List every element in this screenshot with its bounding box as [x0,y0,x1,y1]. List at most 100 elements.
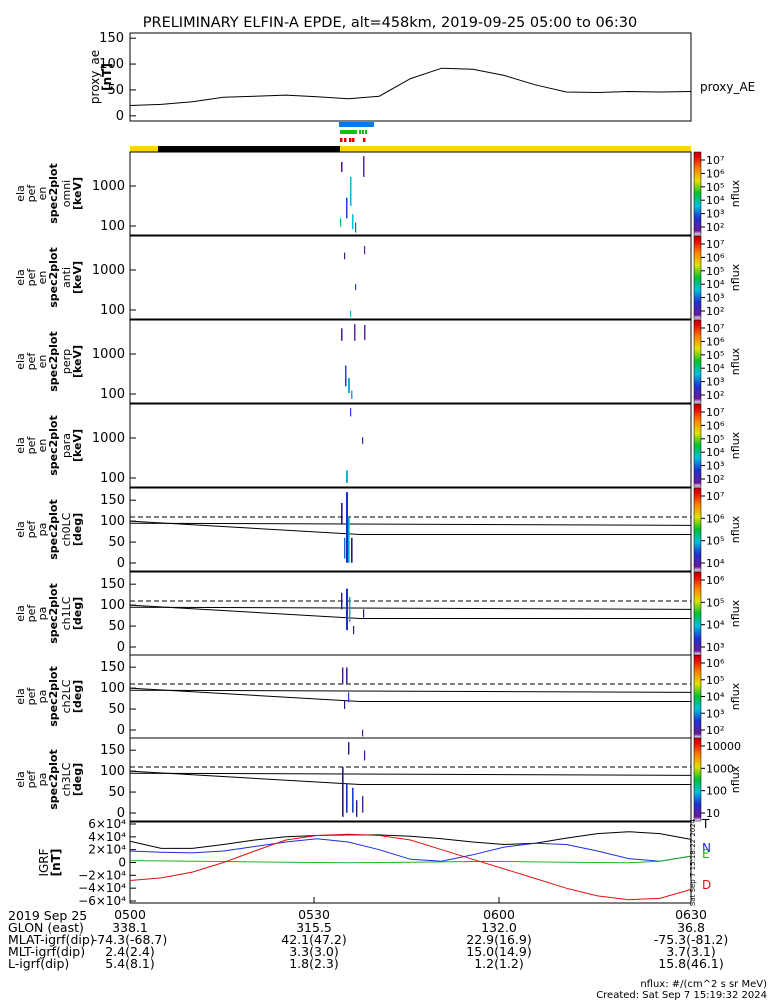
flux-mark [342,767,344,817]
colorbar-tick-label: 100 [706,785,727,798]
panel-ylabel-line: spec2plot [47,749,60,810]
colorbar-tick-label: 10³ [706,208,724,221]
colorbar [693,235,702,320]
pitch-ytick-label: 100 [100,598,125,613]
colorbar-tick-label: 10³ [706,707,724,720]
colorbar-tick-label: 10⁴ [706,619,725,632]
science-zone-tick-red [340,138,343,142]
colorbar-tick-label: 10⁴ [706,362,725,375]
igrf-ytick-label: 0 [118,856,126,870]
solid-reference-line [129,689,692,693]
flux-mark [353,625,355,635]
colorbar-tick-label: 10³ [706,376,724,389]
colorbar-tick-label: 10⁵ [706,181,724,194]
colorbar-label: nflux [729,431,742,459]
colorbar-tick-label: 10⁴ [706,278,725,291]
science-zone-tick-green [362,130,364,134]
igrf-legend-N: N [702,841,711,855]
panel-ylabel-line: ch1LC [60,596,73,630]
pitch-ytick-label: 100 [100,681,125,696]
flux-mark [346,783,348,813]
flux-mark [355,222,357,233]
panel-ylabel-line: ela [14,605,27,622]
panel-ylabel-line: pef [25,268,38,287]
ae-ylabel-line: [nT] [100,63,114,91]
ephemeris-row-label: MLT-igrf(dip) [8,944,85,959]
flux-mark [346,470,348,483]
panel-ylabel-line: ch0LC [60,512,73,546]
colorbar-tick-label: 10000 [706,740,741,753]
panel-ylabel-line: perp [60,349,73,374]
panel-ylabel-line: ch3LC [60,762,73,796]
energy-ytick-label: 100 [100,219,125,234]
energy-ytick-label: 100 [100,471,125,486]
panel-ylabel-line: spec2plot [47,415,60,476]
ae-ylabel: proxy_ae[nT] [88,50,114,104]
pitch-ytick-label: 0 [117,806,125,821]
panel-ylabel-line: pef [25,184,38,203]
ephemeris-row-label: L-igrf(dip) [8,956,69,971]
colorbar [693,487,702,572]
colorbar-tick-label: 10² [706,724,724,737]
colorbar-tick-label: 10⁶ [706,512,725,525]
colorbar-label: nflux [729,682,742,710]
panel-ylabel-line: ela [14,688,27,705]
flux-mark [364,324,366,340]
science-zone-bar-green [340,130,357,134]
panel-ylabel-line: spec2plot [47,666,60,727]
flux-mark [364,750,366,761]
energy-ytick-label: 1000 [92,431,125,446]
colorbar-tick-label: 10³ [706,292,724,305]
sloped-reference-line [129,770,361,786]
igrf-ytick-label: −4×10⁴ [78,881,126,895]
time-tick-label: 0600 [483,907,515,922]
flux-mark [362,796,364,813]
igrf-ytick-label: −2×10⁴ [78,868,126,882]
flux-mark [354,324,356,341]
pitch-ytick-label: 150 [100,743,125,758]
energy-ytick-label: 1000 [92,263,125,278]
panel-ylabel-line: pef [25,436,38,455]
panel-ylabel-line: pa [36,523,49,537]
pitch-ytick-label: 150 [100,660,125,675]
energy-panel-frame [129,319,692,404]
pitch-ytick-label: 100 [100,514,125,529]
panel-ylabel-line: pef [25,352,38,371]
colorbar-tick-label: 10⁶ [706,251,725,264]
ae-legend-label: proxy_AE [700,80,755,94]
flux-mark [346,492,348,563]
science-zone-tick-red [363,138,366,142]
colorbar-tick-label: 10² [706,221,724,234]
pitch-ytick-label: 0 [117,723,125,738]
colorbar-tick-label: 10⁷ [706,322,724,335]
colorbar-tick-label: 10⁴ [706,446,725,459]
colorbar-tick-label: 10⁵ [706,596,724,609]
energy-panel-frame [129,403,692,488]
flux-mark [348,378,350,394]
ephemeris-value: 315.5 [296,920,332,935]
flux-mark [356,800,358,817]
panel-ylabel-line: ela [14,521,27,538]
colorbar-tick-label: 10 [706,807,720,820]
igrf-ytick-label: 2×10⁴ [88,843,126,857]
flux-mark [350,310,352,318]
pitch-ytick-label: 150 [100,577,125,592]
flux-mark [363,609,365,618]
panel-ylabel-line: en [36,271,49,285]
ephemeris-value: 42.1(47.2) [281,932,346,947]
ae-frame [129,32,692,122]
flux-mark [348,517,350,563]
energy-ytick-label: 100 [100,303,125,318]
flux-mark [362,729,364,737]
ephemeris-row-label: GLON (east) [8,920,84,935]
flux-mark [352,214,354,230]
solid-reference-line [129,606,692,610]
colorbar [693,571,702,656]
day-night-bar [130,146,691,152]
ephemeris-value: 132.0 [481,920,517,935]
pitch-panel-frame [129,571,692,656]
pitch-ytick-label: 0 [117,556,125,571]
colorbar-tick-label: 10² [706,473,724,486]
colorbar-tick-label: 10² [706,305,724,318]
